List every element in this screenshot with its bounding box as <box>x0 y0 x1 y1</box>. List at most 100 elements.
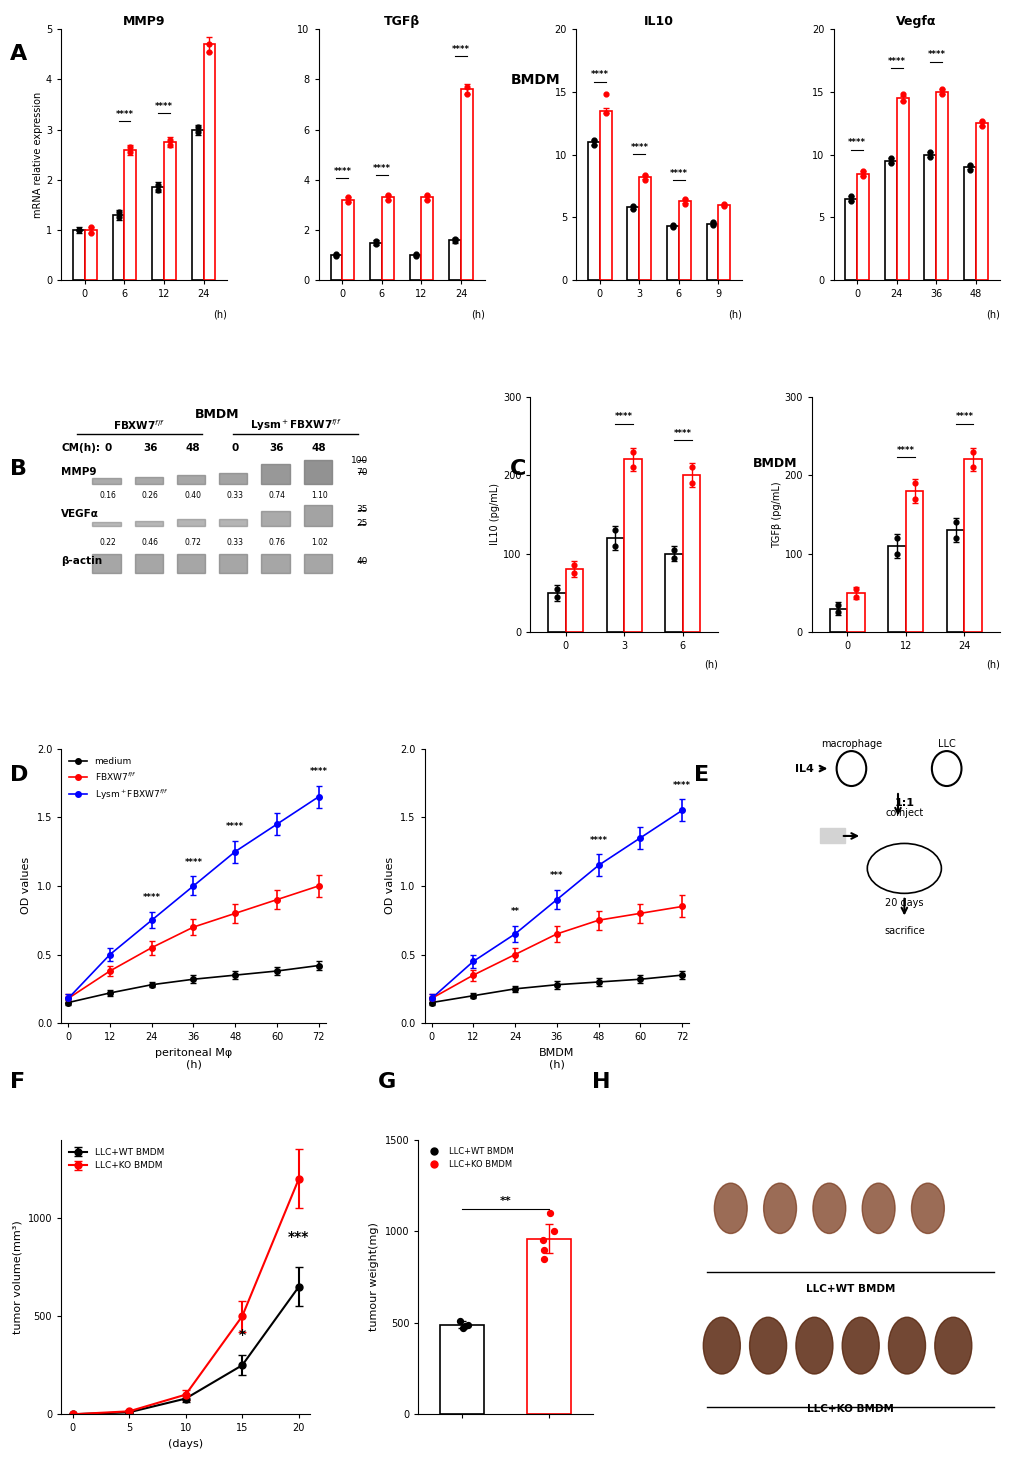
Text: 0.22: 0.22 <box>100 538 116 547</box>
Circle shape <box>933 1317 971 1373</box>
Point <box>460 1312 476 1336</box>
Text: D: D <box>10 765 29 786</box>
Bar <box>176 554 205 573</box>
Text: ****: **** <box>848 139 865 147</box>
Point <box>881 147 898 171</box>
Text: ****: **** <box>155 102 173 111</box>
Legend: LLC+WT BMDM, LLC+KO BMDM: LLC+WT BMDM, LLC+KO BMDM <box>65 1145 167 1174</box>
Bar <box>884 160 896 280</box>
Point <box>921 146 937 169</box>
Point <box>843 185 859 208</box>
Bar <box>93 554 120 573</box>
Point <box>854 159 870 182</box>
Bar <box>845 198 856 280</box>
Bar <box>587 141 599 280</box>
Point <box>339 191 356 214</box>
Bar <box>565 569 583 633</box>
Text: sacrifice: sacrifice <box>883 926 924 936</box>
Text: ****: **** <box>896 446 914 455</box>
Point <box>162 133 178 156</box>
X-axis label: BMDM
(h): BMDM (h) <box>539 1048 574 1069</box>
Text: 1.02: 1.02 <box>311 538 327 547</box>
Bar <box>828 608 847 633</box>
Text: ****: **** <box>451 45 470 54</box>
Bar <box>93 478 120 484</box>
Point <box>70 219 87 242</box>
Bar <box>93 522 120 526</box>
Point <box>637 168 653 191</box>
Text: 0.33: 0.33 <box>226 491 244 500</box>
Text: 0.40: 0.40 <box>183 491 201 500</box>
Text: coinject: coinject <box>884 809 922 818</box>
Point <box>597 83 613 106</box>
Point <box>459 76 475 99</box>
Text: ****: **** <box>333 166 351 175</box>
Point <box>683 471 699 494</box>
Point <box>454 1317 471 1340</box>
Bar <box>204 44 215 280</box>
Text: 0.46: 0.46 <box>142 538 159 547</box>
Point <box>888 526 904 550</box>
Text: ****: **** <box>590 70 608 79</box>
Text: 100: 100 <box>351 456 368 465</box>
Point <box>597 102 613 125</box>
Point <box>973 114 989 137</box>
Y-axis label: tumor volume(mm³): tumor volume(mm³) <box>12 1220 22 1334</box>
Point <box>407 245 423 268</box>
Point <box>446 229 463 252</box>
Bar <box>706 223 717 280</box>
Text: 0: 0 <box>104 443 112 453</box>
Text: VEGFα: VEGFα <box>61 509 99 519</box>
Bar <box>547 593 565 633</box>
Point <box>83 220 99 243</box>
Text: *: * <box>238 1328 246 1341</box>
Text: 0.16: 0.16 <box>100 491 116 500</box>
Text: β-actin: β-actin <box>61 557 102 567</box>
Y-axis label: tumour weight(mg): tumour weight(mg) <box>369 1222 379 1331</box>
Text: LLC+KO BMDM: LLC+KO BMDM <box>806 1404 893 1414</box>
Point <box>704 213 720 236</box>
Point <box>548 585 565 608</box>
Bar <box>330 255 342 280</box>
Text: 40: 40 <box>356 557 368 566</box>
Point <box>906 487 922 510</box>
Point <box>534 1229 550 1252</box>
Text: ****: **** <box>310 767 327 776</box>
Point <box>585 128 601 152</box>
Circle shape <box>842 1317 878 1373</box>
Point <box>961 153 977 176</box>
Text: ***: *** <box>287 1229 309 1244</box>
Bar <box>176 519 205 526</box>
Bar <box>304 504 331 526</box>
Bar <box>304 459 331 484</box>
Text: ****: **** <box>669 169 687 178</box>
Text: IL4: IL4 <box>795 764 813 774</box>
Point <box>829 601 846 624</box>
Point <box>715 192 732 216</box>
Bar <box>219 554 247 573</box>
Bar <box>73 230 85 280</box>
Text: BMDM: BMDM <box>511 73 559 87</box>
Text: 36: 36 <box>269 443 284 453</box>
Text: (h): (h) <box>703 659 717 669</box>
Point <box>407 242 423 265</box>
Circle shape <box>763 1182 796 1233</box>
Point <box>566 554 582 577</box>
Point <box>459 83 475 106</box>
Bar <box>819 828 845 843</box>
Bar <box>923 155 935 280</box>
Bar <box>219 472 247 484</box>
Point <box>933 83 950 106</box>
Point <box>548 577 565 601</box>
Circle shape <box>795 1317 833 1373</box>
Bar <box>896 98 908 280</box>
Point <box>676 192 692 216</box>
Bar <box>888 545 905 633</box>
Bar <box>639 178 650 280</box>
Bar <box>192 130 204 280</box>
Text: LLC: LLC <box>936 739 955 748</box>
Text: MMP9: MMP9 <box>61 467 97 477</box>
Text: 1:1: 1:1 <box>894 799 913 809</box>
Text: **: ** <box>511 907 519 916</box>
Text: 25: 25 <box>356 519 368 528</box>
